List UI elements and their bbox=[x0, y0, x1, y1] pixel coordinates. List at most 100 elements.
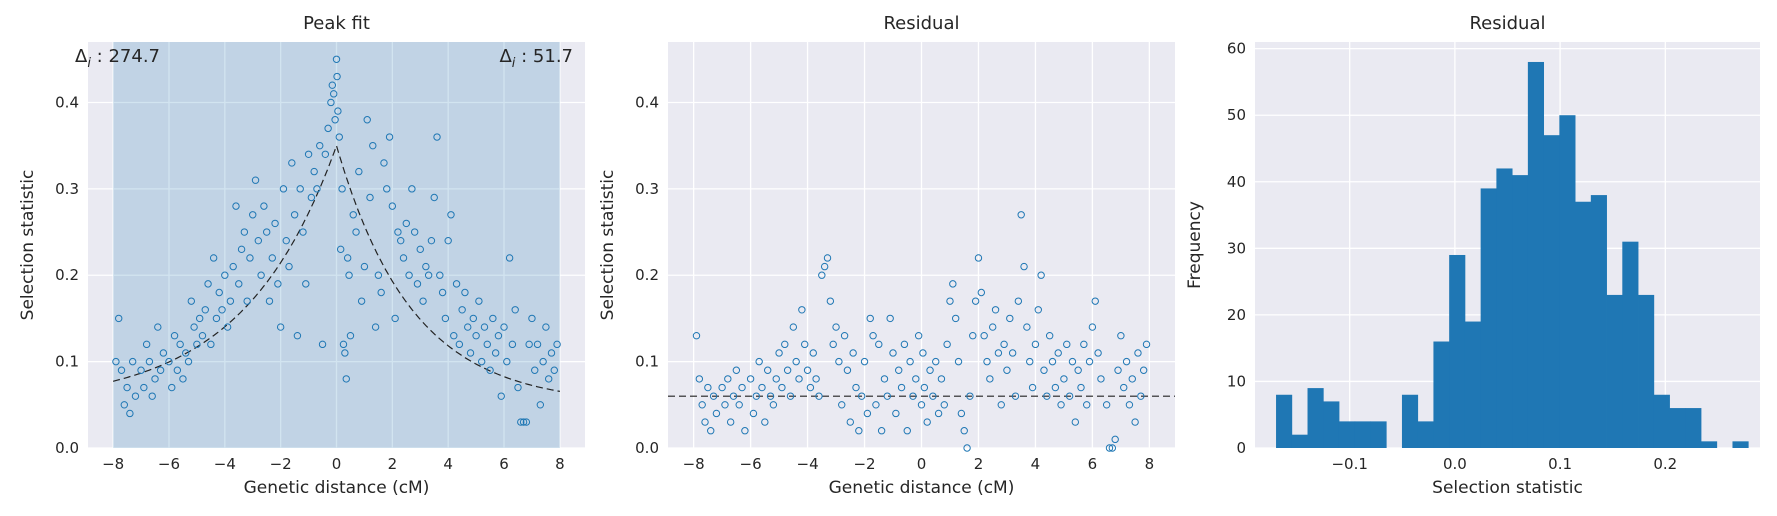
data-point bbox=[963, 444, 971, 452]
data-point bbox=[1037, 271, 1045, 279]
y-tick-label: 0.2 bbox=[55, 266, 79, 284]
data-point bbox=[772, 375, 780, 383]
data-point bbox=[960, 427, 968, 435]
data-point bbox=[1060, 375, 1068, 383]
data-point bbox=[729, 392, 738, 400]
data-point bbox=[1122, 357, 1131, 366]
data-point bbox=[877, 427, 886, 435]
data-point bbox=[369, 141, 377, 150]
data-point bbox=[801, 340, 809, 349]
data-point bbox=[321, 150, 330, 158]
data-point bbox=[957, 409, 966, 418]
data-point bbox=[906, 357, 914, 366]
data-point bbox=[112, 357, 120, 366]
data-point bbox=[909, 392, 917, 400]
data-point bbox=[1108, 444, 1117, 452]
data-point bbox=[866, 314, 874, 323]
data-point bbox=[327, 98, 335, 107]
data-point bbox=[328, 81, 337, 89]
data-point bbox=[1131, 418, 1139, 426]
data-point bbox=[1117, 332, 1125, 340]
histogram-bar bbox=[1307, 388, 1324, 448]
data-point bbox=[179, 375, 187, 383]
data-point bbox=[360, 262, 369, 271]
histogram-bar bbox=[1370, 421, 1387, 448]
data-point bbox=[818, 271, 826, 279]
data-point bbox=[176, 340, 184, 349]
data-point bbox=[410, 228, 419, 236]
data-point bbox=[997, 401, 1005, 409]
data-point bbox=[343, 254, 352, 262]
x-tick-label: 0.1 bbox=[1548, 455, 1572, 473]
annotation-label: Δi : 274.7 bbox=[75, 46, 160, 71]
histogram-bar bbox=[1669, 408, 1686, 448]
data-point bbox=[195, 314, 204, 323]
data-point bbox=[458, 306, 466, 314]
x-axis-label: Selection statistic bbox=[1432, 478, 1583, 498]
data-point bbox=[880, 375, 889, 383]
data-point bbox=[860, 357, 869, 366]
data-point bbox=[971, 297, 980, 305]
data-point bbox=[1077, 383, 1085, 392]
data-point bbox=[170, 332, 179, 340]
histogram-bar bbox=[1590, 195, 1607, 448]
histogram-bar bbox=[1338, 421, 1356, 448]
data-point bbox=[148, 392, 156, 400]
x-tick-label: −2 bbox=[853, 455, 875, 473]
histogram-bar bbox=[1291, 434, 1308, 448]
data-point bbox=[926, 366, 934, 374]
fit-curve bbox=[112, 143, 561, 392]
data-point bbox=[335, 133, 343, 141]
data-point bbox=[394, 228, 402, 236]
data-point bbox=[182, 349, 190, 357]
data-points bbox=[112, 55, 561, 426]
data-point bbox=[835, 357, 843, 366]
data-point bbox=[755, 357, 763, 366]
data-point bbox=[892, 409, 900, 418]
data-point bbox=[951, 314, 960, 323]
data-point bbox=[503, 357, 511, 366]
data-point bbox=[977, 288, 986, 297]
y-tick-label: 40 bbox=[1227, 173, 1246, 191]
data-point bbox=[991, 306, 1000, 314]
data-point bbox=[221, 271, 229, 279]
data-point bbox=[120, 401, 128, 409]
data-point bbox=[829, 340, 837, 349]
gridlines bbox=[668, 42, 1175, 449]
chart-title-2: Residual bbox=[1469, 13, 1545, 34]
data-point bbox=[302, 280, 310, 288]
data-point bbox=[1128, 375, 1136, 383]
data-point bbox=[123, 383, 131, 392]
data-point bbox=[1034, 306, 1042, 314]
data-point bbox=[173, 366, 182, 374]
data-point bbox=[249, 211, 257, 219]
y-tick-label: 0.0 bbox=[55, 439, 79, 457]
y-tick-label: 0.2 bbox=[635, 266, 659, 284]
data-point bbox=[550, 366, 558, 374]
data-point bbox=[232, 202, 240, 210]
data-point bbox=[923, 418, 931, 426]
data-point bbox=[466, 349, 475, 357]
data-point bbox=[334, 107, 342, 115]
data-point bbox=[1125, 401, 1134, 409]
data-point bbox=[1006, 314, 1014, 323]
data-point bbox=[545, 375, 553, 383]
data-point bbox=[450, 332, 458, 340]
data-point bbox=[1071, 418, 1080, 426]
data-point bbox=[204, 280, 212, 288]
histogram-bar bbox=[1622, 241, 1639, 448]
data-point bbox=[934, 409, 943, 418]
data-point bbox=[207, 340, 215, 349]
data-point bbox=[140, 383, 148, 392]
data-point bbox=[438, 288, 447, 297]
data-point bbox=[721, 401, 729, 409]
y-tick-label: 60 bbox=[1227, 40, 1246, 58]
x-tick-label: 0 bbox=[332, 455, 342, 473]
data-point bbox=[775, 349, 783, 357]
data-point bbox=[257, 271, 265, 279]
histogram-bar bbox=[1559, 115, 1576, 449]
data-point bbox=[889, 349, 897, 357]
data-point bbox=[142, 340, 151, 349]
data-point bbox=[331, 116, 339, 124]
gridlines bbox=[88, 42, 585, 449]
